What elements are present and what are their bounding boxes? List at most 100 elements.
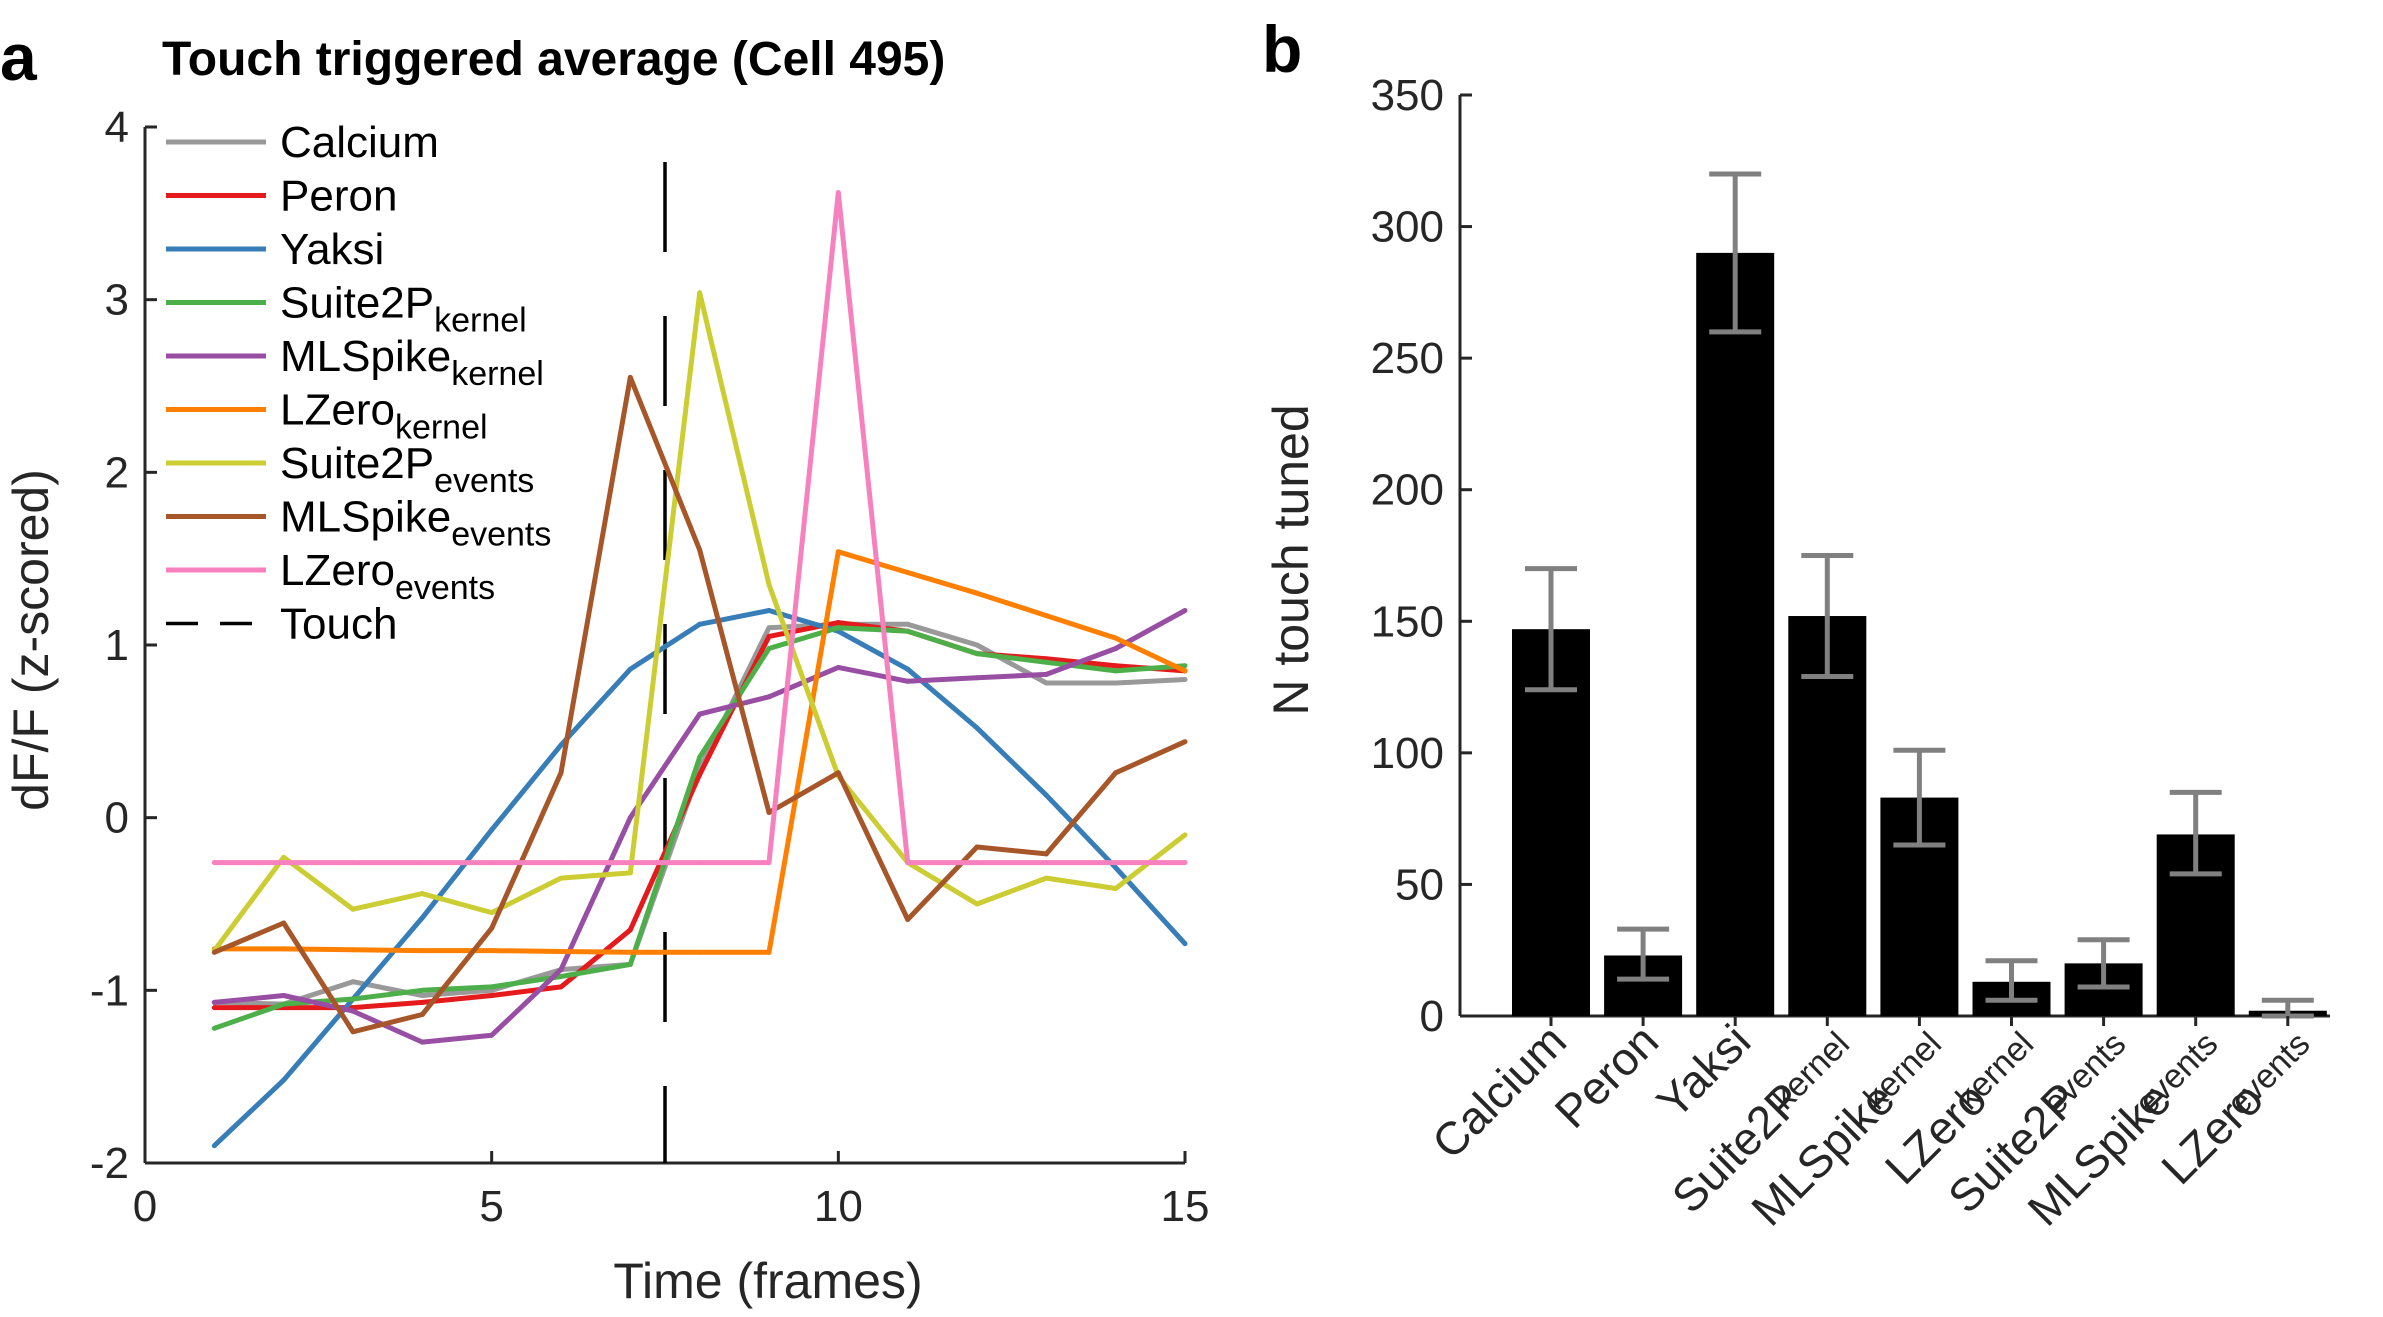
data-point [1113, 635, 1119, 641]
data-point [697, 290, 703, 296]
data-point [350, 906, 356, 912]
data-point [697, 711, 703, 717]
data-point [419, 1039, 425, 1045]
data-point [558, 875, 564, 881]
data-point [1043, 792, 1049, 798]
series-line-mlspike-kernel [214, 608, 1187, 1045]
x-tick-label: 15 [1161, 1182, 1210, 1231]
legend-label: MLSpikeevents [280, 493, 551, 554]
y-tick-label: 1 [105, 621, 129, 670]
data-point [419, 999, 425, 1005]
data-point [350, 979, 356, 985]
data-point [905, 569, 911, 575]
data-point [905, 917, 911, 923]
y-tick-label: -2 [90, 1139, 129, 1188]
bar [1512, 629, 1590, 1016]
data-point [281, 860, 287, 866]
data-point [1043, 680, 1049, 686]
data-point [627, 949, 633, 955]
data-point [489, 827, 495, 833]
data-point [1182, 941, 1188, 947]
data-point [1043, 851, 1049, 857]
data-point [281, 854, 287, 860]
bar [1696, 252, 1775, 1016]
y-tick-label: 200 [1371, 466, 1444, 515]
data-point [974, 642, 980, 648]
y-tick-label: 2 [105, 448, 129, 497]
line-chart-x-axis-label: Time (frames) [613, 1253, 922, 1309]
data-point [211, 860, 217, 866]
data-point [1043, 659, 1049, 665]
data-point [1113, 860, 1119, 866]
data-point [419, 987, 425, 993]
data-point [419, 860, 425, 866]
data-point [281, 920, 287, 926]
x-tick-label: 5 [479, 1182, 503, 1231]
data-point [558, 984, 564, 990]
data-point [1043, 875, 1049, 881]
data-point [697, 949, 703, 955]
data-point [419, 1012, 425, 1018]
data-point [1182, 860, 1188, 866]
data-point [1113, 663, 1119, 669]
data-point [835, 664, 841, 670]
data-point [281, 1001, 287, 1007]
data-point [974, 860, 980, 866]
data-point [766, 633, 772, 639]
data-point [350, 1008, 356, 1014]
data-point [835, 549, 841, 555]
y-tick-label: 300 [1371, 203, 1444, 252]
data-point [974, 725, 980, 731]
data-point [697, 772, 703, 777]
data-point [697, 547, 703, 553]
bar [1788, 616, 1867, 1016]
data-point [905, 621, 911, 627]
data-point [1113, 680, 1119, 686]
data-point [350, 860, 356, 866]
legend-label: MLSpikekernel [280, 332, 544, 393]
data-point [835, 620, 841, 626]
data-point [627, 961, 633, 967]
legend-label-touch: Touch [280, 600, 397, 649]
legend-label: LZerokernel [280, 386, 488, 447]
legend-label: Suite2Pkernel [280, 279, 527, 340]
data-point [489, 993, 495, 999]
data-point [489, 948, 495, 954]
data-point [350, 947, 356, 953]
panel-letter-b: b [1262, 12, 1302, 86]
data-point [558, 742, 564, 748]
data-point [1182, 677, 1188, 683]
data-point [1043, 613, 1049, 619]
data-point [974, 844, 980, 850]
data-point [419, 993, 425, 999]
data-point [835, 770, 841, 776]
data-point [766, 625, 772, 631]
legend-label: Yaksi [280, 225, 384, 274]
data-point [766, 949, 772, 955]
line-chart-y-axis-label: dF/F (z-scored) [3, 469, 59, 811]
data-point [974, 901, 980, 907]
y-tick-label: 150 [1371, 597, 1444, 646]
x-tick-label: 0 [133, 1182, 157, 1231]
data-point [1182, 663, 1188, 669]
data-point [1113, 645, 1119, 651]
data-point [211, 1025, 217, 1031]
legend-label: Peron [280, 172, 397, 221]
legend-label: Calcium [280, 118, 439, 167]
data-point [419, 891, 425, 897]
y-tick-label: 100 [1371, 729, 1444, 778]
data-point [1043, 860, 1049, 866]
data-point [489, 984, 495, 990]
data-point [1113, 885, 1119, 891]
data-point [489, 1032, 495, 1038]
data-point [350, 996, 356, 1002]
data-point [766, 645, 772, 651]
data-point [974, 675, 980, 681]
panel-letter-a: a [0, 20, 38, 94]
data-point [419, 948, 425, 954]
data-point [835, 190, 841, 196]
data-point [350, 1029, 356, 1035]
data-point [489, 925, 495, 931]
y-tick-label: 4 [105, 103, 129, 152]
